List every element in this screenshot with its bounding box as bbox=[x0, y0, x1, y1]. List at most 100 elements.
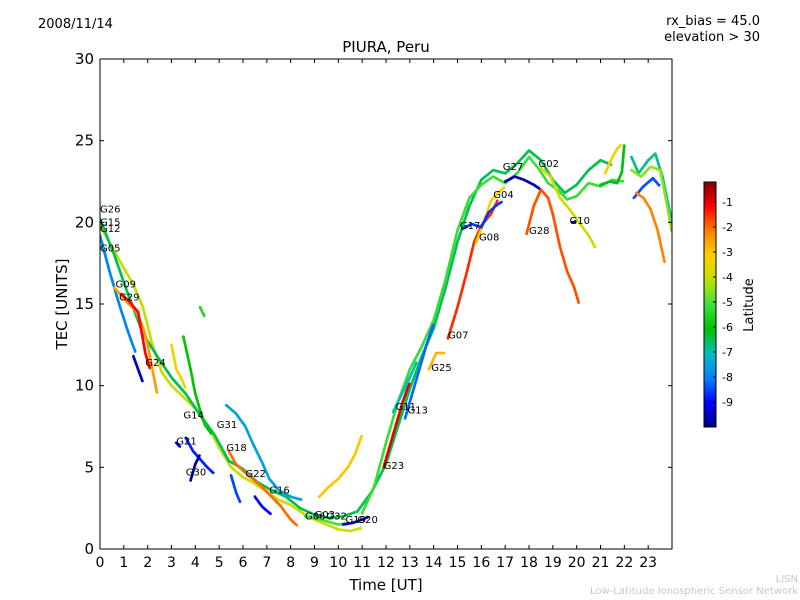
colorbar bbox=[703, 181, 717, 428]
satellite-track bbox=[317, 434, 363, 499]
x-tick-label: 23 bbox=[639, 555, 657, 571]
data-point bbox=[622, 144, 626, 148]
satellite-label: G27 bbox=[503, 162, 523, 173]
data-point bbox=[407, 382, 411, 386]
data-point bbox=[500, 200, 503, 204]
satellite-label: G25 bbox=[431, 363, 451, 374]
satellite-label: G02 bbox=[539, 159, 559, 170]
satellite-label: G32 bbox=[326, 512, 346, 523]
satellite-track bbox=[503, 175, 541, 191]
satellite-track bbox=[132, 354, 144, 383]
satellite-label: G14 bbox=[183, 410, 203, 421]
satellite-label: G30 bbox=[186, 468, 206, 479]
satellite-track bbox=[525, 188, 580, 304]
satellite-label: G22 bbox=[245, 469, 265, 480]
credit-short: LISN bbox=[775, 574, 798, 585]
satellite-label: G15 bbox=[100, 218, 120, 229]
satellite-track bbox=[184, 436, 215, 475]
satellite-label: G24 bbox=[145, 358, 165, 369]
data-point bbox=[202, 314, 206, 318]
satellite-track bbox=[341, 515, 370, 526]
data-point bbox=[295, 523, 298, 527]
data-point bbox=[148, 366, 152, 370]
satellite-label: G18 bbox=[226, 443, 246, 454]
x-tick-label: 4 bbox=[191, 555, 200, 571]
y-tick-label: 0 bbox=[84, 540, 94, 558]
satellite-track bbox=[570, 220, 577, 224]
satellite-track bbox=[189, 454, 201, 482]
x-tick-label: 20 bbox=[568, 555, 586, 571]
satellite-label: G08 bbox=[479, 232, 499, 243]
x-tick-label: 0 bbox=[96, 555, 105, 571]
x-tick-label: 22 bbox=[615, 555, 633, 571]
satellite-label: G11 bbox=[396, 402, 416, 413]
x-tick-label: 15 bbox=[449, 555, 467, 571]
satellite-track bbox=[599, 144, 626, 187]
satellite-track bbox=[427, 351, 446, 371]
date-label: 2008/11/14 bbox=[38, 17, 113, 32]
satellite-label: G16 bbox=[269, 485, 289, 496]
satellite-label: G17 bbox=[460, 221, 480, 232]
credit: LISN Low-Latitude Ionospheric Sensor Net… bbox=[590, 574, 798, 598]
data-point bbox=[299, 498, 303, 501]
y-tick-label: 5 bbox=[84, 458, 94, 476]
data-point bbox=[431, 323, 435, 327]
satellite-label: G06 bbox=[305, 512, 325, 523]
satellite-track bbox=[634, 191, 666, 263]
x-tick-label: 7 bbox=[262, 555, 271, 571]
satellite-label: G13 bbox=[407, 405, 427, 416]
data-point bbox=[573, 220, 577, 224]
satellite-track bbox=[170, 343, 187, 389]
data-point bbox=[502, 186, 506, 189]
x-tick-label: 12 bbox=[377, 555, 395, 571]
satellite-track bbox=[630, 165, 672, 232]
satellite-track bbox=[253, 495, 272, 516]
satellite-label: G03 bbox=[315, 510, 335, 521]
colorbar-label: Latitude bbox=[742, 278, 757, 332]
data-point bbox=[619, 143, 623, 147]
x-tick-label: 6 bbox=[239, 555, 248, 571]
x-tick-label: 9 bbox=[310, 555, 319, 571]
colorbar-tick-label: -8 bbox=[722, 371, 733, 384]
data-point bbox=[657, 183, 661, 187]
satellite-track bbox=[120, 292, 152, 370]
data-point bbox=[663, 260, 666, 263]
data-point bbox=[211, 471, 215, 475]
elevation-label: elevation > 30 bbox=[664, 30, 760, 45]
x-tick-label: 16 bbox=[472, 555, 490, 571]
satellite-track bbox=[382, 382, 411, 469]
colorbar-tick-label: -2 bbox=[722, 221, 733, 234]
satellite-label: G23 bbox=[384, 461, 404, 472]
satellite-track bbox=[198, 305, 206, 318]
chart-info: rx_bias = 45.0 elevation > 30 bbox=[664, 14, 760, 46]
x-axis: 0 1 2 3 4 5 6 7 8 9 10 11 12 13 14 15 16 17 18 19 20 21 22 23 bbox=[96, 59, 657, 571]
x-tick-label: 8 bbox=[286, 555, 295, 571]
colorbar-tick-label: -5 bbox=[722, 296, 733, 309]
data-point bbox=[366, 515, 370, 519]
data-point bbox=[577, 301, 580, 304]
satellite-track bbox=[229, 474, 242, 504]
y-tick-label: 10 bbox=[75, 377, 94, 395]
satellite-track bbox=[460, 200, 503, 231]
data-point bbox=[442, 351, 446, 355]
satellite-label: G07 bbox=[448, 330, 468, 341]
y-axis: 0 5 10 15 20 25 30 bbox=[75, 50, 672, 558]
data-point bbox=[133, 350, 137, 353]
x-tick-label: 2 bbox=[143, 555, 152, 571]
satellite-track bbox=[446, 199, 499, 340]
y-tick-label: 25 bbox=[75, 132, 94, 150]
data-point bbox=[155, 390, 159, 394]
x-tick-label: 5 bbox=[215, 555, 224, 571]
satellite-label: G31 bbox=[217, 420, 237, 431]
satellite-label: G10 bbox=[570, 216, 590, 227]
x-tick-label: 10 bbox=[329, 555, 347, 571]
x-tick-label: 1 bbox=[119, 555, 128, 571]
x-tick-label: 18 bbox=[520, 555, 538, 571]
y-tick-label: 30 bbox=[75, 50, 94, 68]
chart-title: PIURA, Peru bbox=[342, 38, 429, 56]
data-point bbox=[269, 512, 272, 516]
satellite-track bbox=[227, 449, 298, 527]
satellite-track bbox=[224, 403, 303, 501]
y-axis-label: TEC [UNITS] bbox=[53, 259, 71, 351]
